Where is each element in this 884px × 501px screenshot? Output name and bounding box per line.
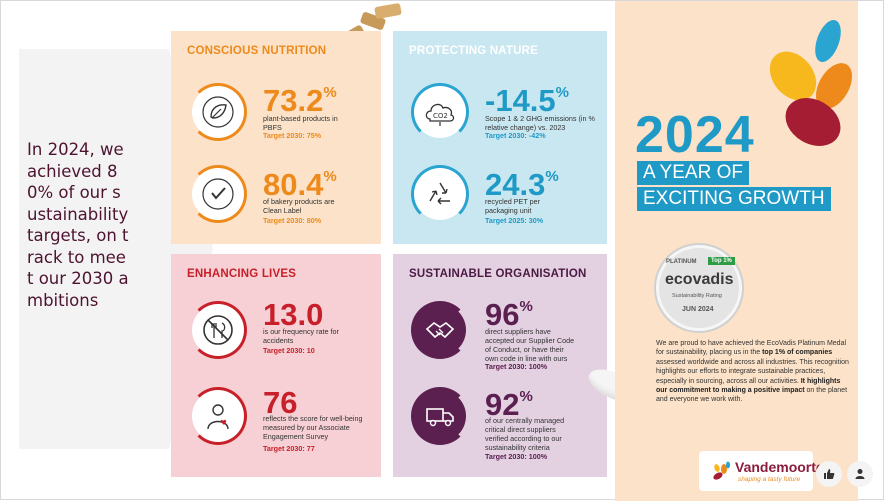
metric-value: 96%	[485, 297, 533, 332]
delivery-truck-icon	[414, 390, 466, 442]
crumb-decoration	[374, 2, 402, 20]
medal-date: JUN 2024	[682, 306, 714, 313]
metric-target: Target 2030: 100%	[485, 362, 548, 371]
plant-based-badge-icon	[192, 86, 244, 138]
metric-description: is our frequency rate for accidents	[263, 327, 339, 345]
progress-ring	[411, 301, 469, 359]
progress-ring	[411, 83, 469, 141]
metric-target: Target 2030: 75%	[263, 131, 322, 140]
metric-target: Target 2030: 80%	[263, 216, 322, 225]
metric-description: plant-based products in PBFS	[263, 114, 338, 132]
thumbs-up-icon[interactable]	[816, 461, 842, 487]
lead-panel	[19, 49, 169, 449]
company-logo-tagline: shaping a tasty future	[738, 476, 801, 483]
metric-value: -14.5%	[485, 83, 570, 118]
metric-description: direct suppliers have accepted our Suppl…	[485, 327, 575, 363]
card-title: CONSCIOUS NUTRITION	[187, 45, 327, 57]
progress-ring	[189, 301, 247, 359]
progress-ring	[189, 165, 247, 223]
metric-value: 76	[263, 385, 298, 420]
metric-value: 13.0	[263, 297, 324, 332]
company-logo-name: Vandemoorte	[735, 459, 824, 475]
progress-ring	[189, 387, 247, 445]
person-icon[interactable]	[847, 461, 873, 487]
metric-target: Target 2025: 30%	[485, 216, 544, 225]
medal-top-badge: Top 1%	[708, 257, 735, 265]
medal-brand: ecovadis	[665, 271, 734, 288]
metric-value: 73.2%	[263, 83, 337, 118]
co2-cloud-icon: CO2	[414, 86, 466, 138]
metric-description: recycled PET per packaging unit	[485, 197, 540, 215]
metric-description: reflects the score for well-being measur…	[263, 414, 363, 441]
metric-target: Target 2030: 100%	[485, 452, 548, 461]
metric-value: 92%	[485, 387, 533, 422]
progress-ring	[411, 165, 469, 223]
card-title: PROTECTING NATURE	[409, 45, 539, 57]
svg-text:CO2: CO2	[433, 112, 448, 120]
wellbeing-person-icon	[192, 390, 244, 442]
tagline-line-1: A YEAR OF	[637, 161, 749, 185]
lead-text: In 2024, we achieved 80% of our sustaina…	[27, 140, 129, 310]
clean-label-badge-icon	[192, 168, 244, 220]
recycle-icon	[414, 168, 466, 220]
progress-ring	[189, 83, 247, 141]
card-title: ENHANCING LIVES	[187, 268, 297, 280]
handshake-icon	[414, 304, 466, 356]
medal-platinum-label: PLATINUM	[666, 259, 697, 265]
year-heading: 2024	[635, 106, 755, 164]
tagline-line-2: EXCITING GROWTH	[637, 187, 831, 211]
metric-value: 24.3%	[485, 167, 559, 202]
ecovadis-description: We are proud to have achieved the EcoVad…	[656, 340, 849, 404]
metric-description: of bakery products are Clean Label	[263, 197, 335, 215]
metric-description: of our centrally managed critical direct…	[485, 416, 565, 452]
medal-subtitle: Sustainability Rating	[672, 293, 722, 299]
vandemoortele-logo-icon	[712, 461, 732, 488]
card-title: SUSTAINABLE ORGANISATION	[409, 268, 587, 280]
progress-ring	[411, 387, 469, 445]
no-injury-icon	[192, 304, 244, 356]
metric-target: Target 2030: -42%	[485, 131, 546, 140]
metric-description: Scope 1 & 2 GHG emissions (in % relative…	[485, 114, 595, 132]
metric-value: 80.4%	[263, 167, 337, 202]
metric-target: Target 2030: 77	[263, 444, 315, 453]
metric-target: Target 2030: 10	[263, 346, 315, 355]
